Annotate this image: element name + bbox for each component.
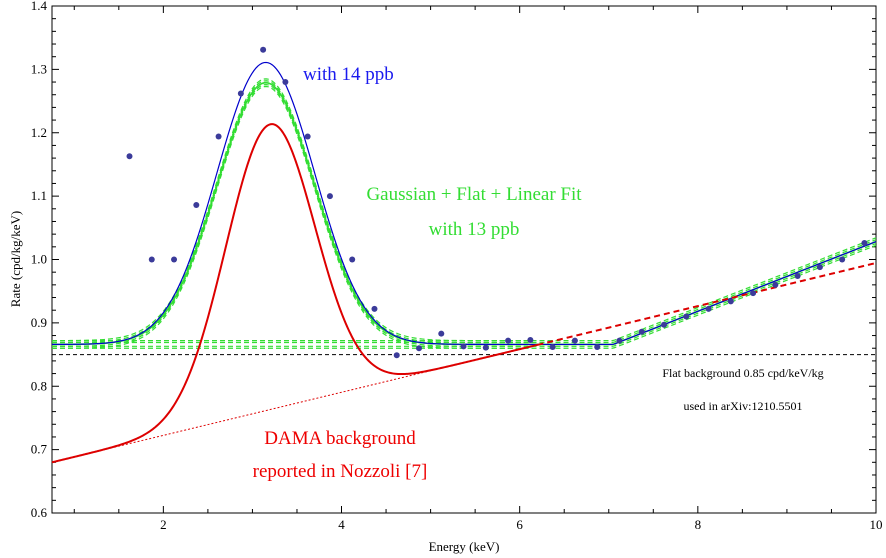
x-tick-label: 8 (695, 517, 702, 532)
data-point (660, 321, 667, 328)
fit-13ppb-band-curve (51, 85, 877, 349)
data-point (549, 343, 556, 350)
data-point (683, 313, 690, 320)
data-point (282, 79, 289, 86)
fit-13ppb-curve (52, 81, 877, 346)
data-point (349, 256, 356, 263)
data-point (148, 256, 155, 263)
data-point (171, 256, 178, 263)
data-point (260, 46, 267, 53)
data-point (594, 343, 601, 350)
axes: 2 4 6 8 10 0.6 0.7 0.8 0.9 1.0 1.1 1.2 1.3 1.4 (31, 0, 883, 532)
y-tick-label: 0.9 (31, 315, 47, 330)
y-tick-label: 1.3 (31, 61, 47, 76)
x-tick-label: 4 (338, 517, 345, 532)
x-tick-label: 2 (160, 517, 167, 532)
data-point (416, 345, 423, 352)
dama-extension-dashed (537, 262, 877, 346)
data-point (215, 133, 222, 140)
annotation-flat-line2: used in arXiv:1210.5501 (684, 399, 803, 413)
annotation-flat-line1: Flat background 0.85 cpd/keV/kg (662, 366, 823, 380)
y-tick-label: 1.1 (31, 188, 47, 203)
data-point (750, 290, 757, 297)
annotation-fit13-line2: with 13 ppb (429, 219, 520, 240)
y-tick-label: 1.0 (31, 252, 47, 267)
fit-13ppb-band-curve (52, 80, 877, 344)
data-point (304, 133, 311, 140)
data-point (527, 336, 534, 343)
annotation-fit14: with 14 ppb (303, 64, 394, 85)
y-tick-label: 0.6 (31, 505, 48, 520)
y-axis-title: Rate (cpd/kg/keV) (8, 211, 23, 307)
data-point (393, 352, 400, 359)
fit-13ppb-band-curve (52, 78, 877, 342)
y-tick-label: 0.8 (31, 378, 47, 393)
annotation-dama-line1: DAMA background (264, 428, 416, 449)
data-point (237, 90, 244, 97)
data-point (571, 337, 578, 344)
dama-curve (51, 123, 538, 464)
y-tick-label: 0.7 (31, 442, 48, 457)
data-point (861, 240, 868, 247)
fit-13ppb-band-curve (52, 83, 877, 347)
data-point (326, 193, 333, 200)
data-point (193, 201, 200, 208)
data-point (616, 337, 623, 344)
y-tick-label: 1.2 (31, 125, 47, 140)
x-tick-label: 6 (516, 517, 523, 532)
data-point (772, 281, 779, 288)
data-point (438, 330, 445, 337)
data-point (705, 305, 712, 312)
data-point (371, 305, 378, 312)
data-point (727, 298, 734, 305)
annotation-dama-line2: reported in Nozzoli [7] (253, 461, 428, 482)
data-point (505, 337, 512, 344)
data-points (126, 46, 868, 359)
data-point (126, 153, 133, 160)
data-point (460, 343, 467, 350)
data-point (482, 344, 489, 351)
data-point (638, 328, 645, 335)
data-point (839, 256, 846, 263)
x-axis-title: Energy (keV) (429, 539, 500, 554)
annotation-fit13-line1: Gaussian + Flat + Linear Fit (366, 184, 582, 205)
x-tick-label: 10 (870, 517, 883, 532)
data-point (794, 272, 801, 279)
y-tick-label: 1.4 (31, 0, 48, 13)
data-point (816, 264, 823, 271)
